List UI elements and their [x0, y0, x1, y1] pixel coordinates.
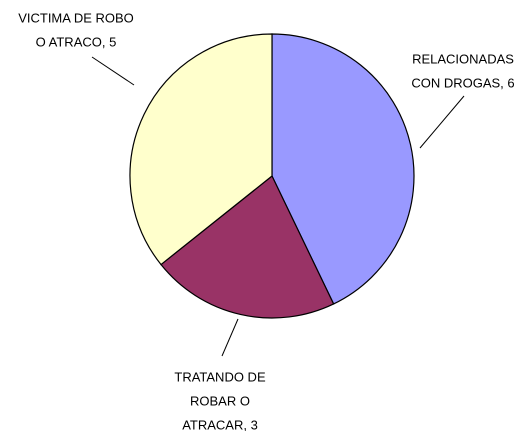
data-label: VICTIMA DE ROBO [18, 10, 134, 25]
pie-slice [160, 175, 335, 319]
data-label: ATRACAR, 3 [182, 417, 258, 431]
data-label: TRATANDO DE [174, 369, 266, 384]
data-label: O ATRACO, 5 [36, 34, 117, 49]
leader-line [419, 95, 465, 149]
pie-slice [271, 33, 415, 305]
leader-line [221, 318, 239, 357]
data-label: ROBAR O [190, 393, 250, 408]
data-label: RELACIONADAS [412, 51, 514, 66]
leader-line [91, 56, 135, 86]
pie-slice [129, 33, 273, 266]
pie [129, 33, 415, 319]
data-label: CON DROGAS, 6 [411, 75, 514, 90]
